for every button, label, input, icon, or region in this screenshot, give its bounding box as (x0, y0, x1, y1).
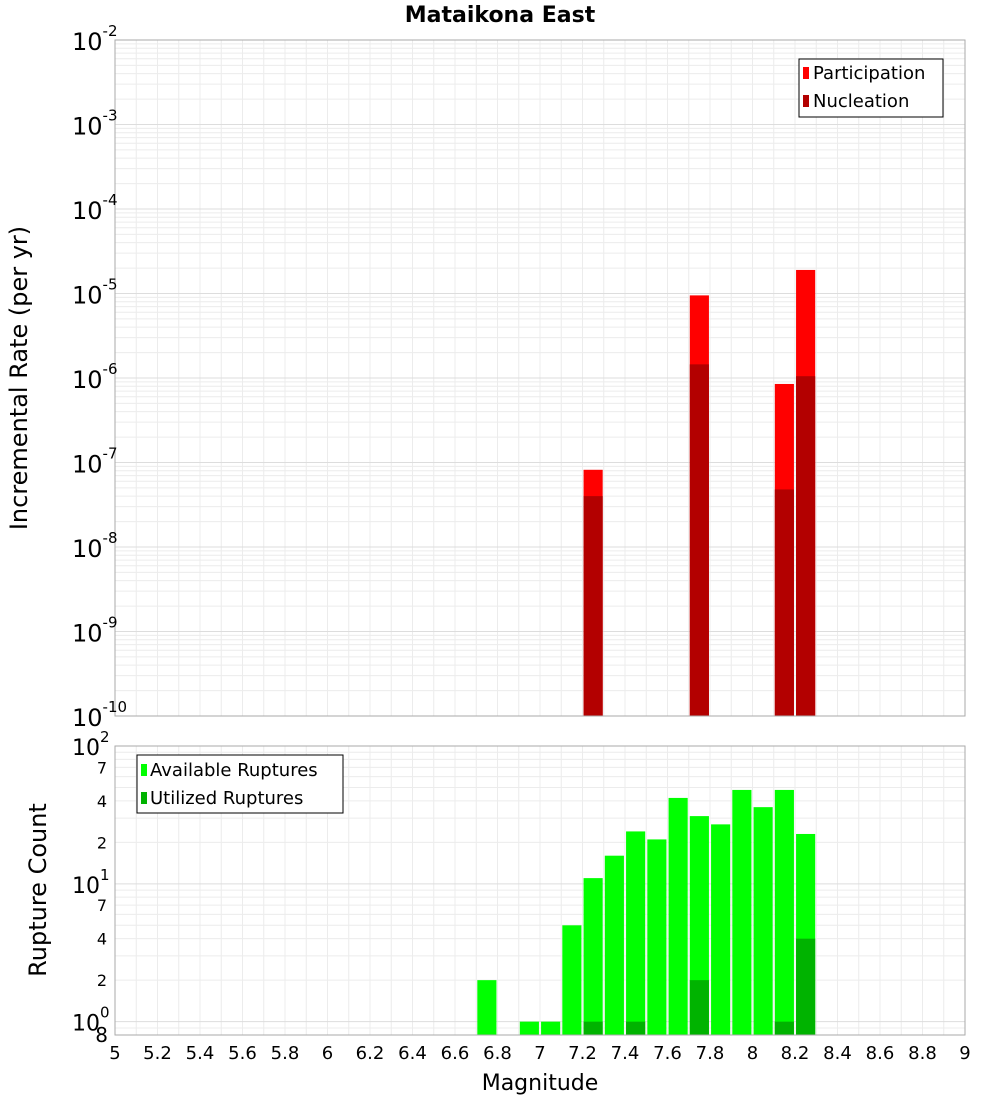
y-tick-label: 10-7 (72, 445, 118, 479)
y-tick-exponent: -4 (103, 191, 118, 209)
chart-title: Mataikona East (405, 3, 596, 28)
available-ruptures-bar (604, 855, 624, 1035)
available-ruptures-bar (541, 1021, 561, 1035)
utilized-ruptures-bar (774, 1021, 794, 1035)
y-tick-label: 10-6 (72, 360, 118, 394)
available-ruptures-bar (711, 824, 731, 1035)
x-tick-label: 6.8 (483, 1043, 512, 1064)
x-tick-label: 6 (322, 1043, 333, 1064)
y-tick-label: 10-3 (72, 107, 118, 141)
x-tick-label: 6.4 (398, 1043, 427, 1064)
available-ruptures-bar (519, 1021, 539, 1035)
y-tick-exponent: -5 (103, 276, 118, 294)
bottom-legend: Available Ruptures Utilized Ruptures (136, 754, 344, 814)
y-tick-exponent: -10 (103, 698, 128, 716)
x-tick-label: 8.2 (781, 1043, 810, 1064)
x-tick-label: 5.6 (228, 1043, 257, 1064)
y-minor-tick-label: 4 (97, 792, 107, 811)
top-gridlines (114, 40, 966, 717)
y-minor-tick-label: 2 (97, 971, 107, 990)
legend-swatch-available-ruptures (141, 764, 147, 776)
nucleation-bar (583, 496, 603, 716)
x-tick-label: 8.8 (908, 1043, 937, 1064)
available-ruptures-bar (562, 925, 582, 1035)
x-axis-label: Magnitude (482, 1071, 599, 1096)
utilized-ruptures-bar (689, 980, 709, 1035)
x-tick-label: 8.6 (866, 1043, 895, 1064)
utilized-ruptures-bar (626, 1021, 646, 1035)
legend-label-utilized-ruptures: Utilized Ruptures (150, 788, 303, 809)
utilized-ruptures-bar (796, 938, 816, 1035)
y-minor-tick-label: 4 (97, 930, 107, 949)
nucleation-bar (774, 489, 794, 716)
nucleation-bar (689, 364, 709, 716)
x-tick-label: 6.6 (441, 1043, 470, 1064)
available-ruptures-bar (477, 980, 497, 1035)
y-tick-label: 10-8 (72, 529, 118, 563)
top-legend: Participation Nucleation (798, 58, 944, 118)
y-tick-exponent: -2 (103, 22, 118, 40)
x-tick-label: 5.4 (186, 1043, 215, 1064)
bottom-legend-box (136, 754, 344, 814)
bottom-y-min-label: 8 (95, 1023, 108, 1047)
top-y-axis-label: Incremental Rate (per yr) (5, 226, 33, 530)
y-minor-tick-label: 7 (97, 896, 107, 915)
y-tick-exponent: -8 (103, 529, 118, 547)
available-ruptures-bar (732, 789, 752, 1035)
x-tick-label: 7.6 (653, 1043, 682, 1064)
y-tick-exponent: -6 (103, 360, 118, 378)
top-legend-box (798, 58, 944, 118)
y-tick-exponent: 1 (100, 866, 110, 884)
y-tick-label: 101 (72, 866, 110, 899)
utilized-ruptures-bar (583, 1021, 603, 1035)
bottom-bars (477, 789, 816, 1035)
nucleation-bar (796, 376, 816, 716)
top-panel: 10-2 10-3 10-4 10-5 10-6 10-7 10-8 10-9 10-10 In… (5, 22, 966, 732)
y-minor-tick-label: 2 (97, 833, 107, 852)
y-tick-exponent: 0 (100, 1004, 110, 1022)
available-ruptures-bar (626, 831, 646, 1035)
x-tick-label: 9 (959, 1043, 970, 1064)
x-tick-label: 8.4 (823, 1043, 852, 1064)
y-tick-label: 10-10 (72, 698, 127, 732)
top-bars (583, 269, 816, 716)
bottom-plot-frame (114, 745, 966, 1036)
y-tick-label: 102 (72, 728, 110, 761)
legend-label-nucleation: Nucleation (813, 91, 909, 112)
y-tick-exponent: 2 (100, 728, 110, 746)
legend-swatch-utilized-ruptures (141, 792, 147, 804)
x-tick-label: 5 (109, 1043, 120, 1064)
legend-label-available-ruptures: Available Ruptures (150, 760, 318, 781)
available-ruptures-bar (647, 839, 667, 1035)
x-tick-label: 7.4 (611, 1043, 640, 1064)
legend-swatch-participation (803, 67, 809, 79)
available-ruptures-bar (583, 878, 603, 1035)
top-plot-frame (114, 39, 966, 717)
bottom-y-axis-label: Rupture Count (24, 803, 52, 977)
y-tick-label: 10-5 (72, 276, 118, 310)
y-tick-label: 10-4 (72, 191, 118, 225)
x-tick-label: 7.2 (568, 1043, 597, 1064)
x-tick-label: 5.8 (271, 1043, 300, 1064)
available-ruptures-bar (774, 789, 794, 1035)
y-tick-label: 10-9 (72, 614, 118, 648)
available-ruptures-bar (668, 797, 688, 1035)
x-tick-label: 5.2 (143, 1043, 172, 1064)
x-tick-label: 8 (747, 1043, 758, 1064)
x-tick-label: 6.2 (356, 1043, 385, 1064)
y-tick-exponent: -9 (103, 614, 118, 632)
x-tick-label: 7 (534, 1043, 545, 1064)
available-ruptures-bar (753, 807, 773, 1035)
y-tick-label: 10-2 (72, 22, 118, 56)
y-tick-exponent: -3 (103, 107, 118, 125)
legend-swatch-nucleation (803, 95, 809, 107)
legend-label-participation: Participation (813, 63, 925, 84)
y-minor-tick-label: 7 (97, 758, 107, 777)
y-tick-exponent: -7 (103, 445, 118, 463)
x-tick-labels: 5 5.2 5.4 5.6 5.8 6 6.2 6.4 6.6 6.8 7 7.2 7.4 7.6 7.8 8… (109, 1043, 970, 1064)
x-tick-label: 7.8 (696, 1043, 725, 1064)
